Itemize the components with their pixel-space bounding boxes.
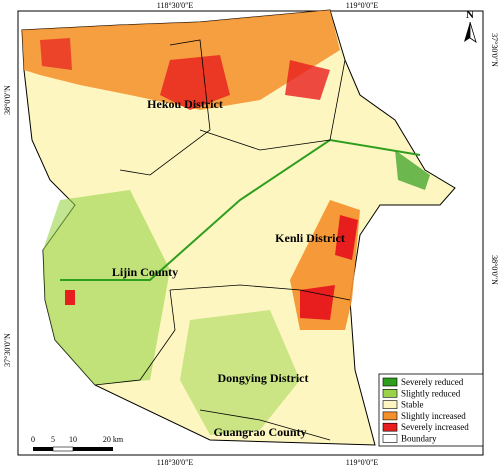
- legend-swatch: [382, 434, 398, 443]
- coord-label: 38°0'0"N: [3, 85, 12, 115]
- coord-label: 37°30'0"N: [490, 33, 499, 67]
- legend-label: Boundary: [401, 434, 437, 444]
- district-label: Hekou District: [147, 97, 223, 111]
- north-arrow: N: [464, 9, 477, 43]
- coord-label: 38°0'0"N: [490, 255, 499, 285]
- coord-label: 118°30'0"E: [157, 1, 194, 10]
- scale-bar: 0 5 10 20 km: [31, 435, 124, 452]
- scale-label: 0: [31, 435, 35, 444]
- district-label: Guangrao County: [213, 425, 306, 439]
- legend-swatch: [382, 422, 398, 432]
- scale-label: 20 km: [103, 435, 124, 444]
- legend-label: Slightly reduced: [401, 388, 461, 398]
- legend-swatch: [382, 411, 398, 421]
- coord-label: 119°0'0"E: [346, 1, 379, 10]
- district-label: Dongying District: [218, 371, 309, 385]
- legend-label: Slightly increased: [401, 411, 466, 421]
- legend-swatch: [382, 400, 398, 409]
- scale-label: 10: [69, 435, 77, 444]
- coord-label: 37°30'0"N: [3, 333, 12, 367]
- scale-label: 5: [51, 435, 55, 444]
- legend-label: Stable: [401, 400, 424, 410]
- legend-swatch: [382, 377, 398, 387]
- legend-label: Severely reduced: [401, 377, 464, 387]
- district-label: Lijin County: [112, 265, 178, 279]
- north-label: N: [466, 9, 474, 21]
- legend-label: Severely increased: [401, 422, 469, 432]
- coord-label: 119°0'0"E: [346, 458, 379, 467]
- legend-swatch: [382, 388, 398, 398]
- land: [21, 9, 456, 446]
- coord-label: 118°30'0"E: [157, 458, 194, 467]
- district-label: Kenli District: [275, 231, 345, 245]
